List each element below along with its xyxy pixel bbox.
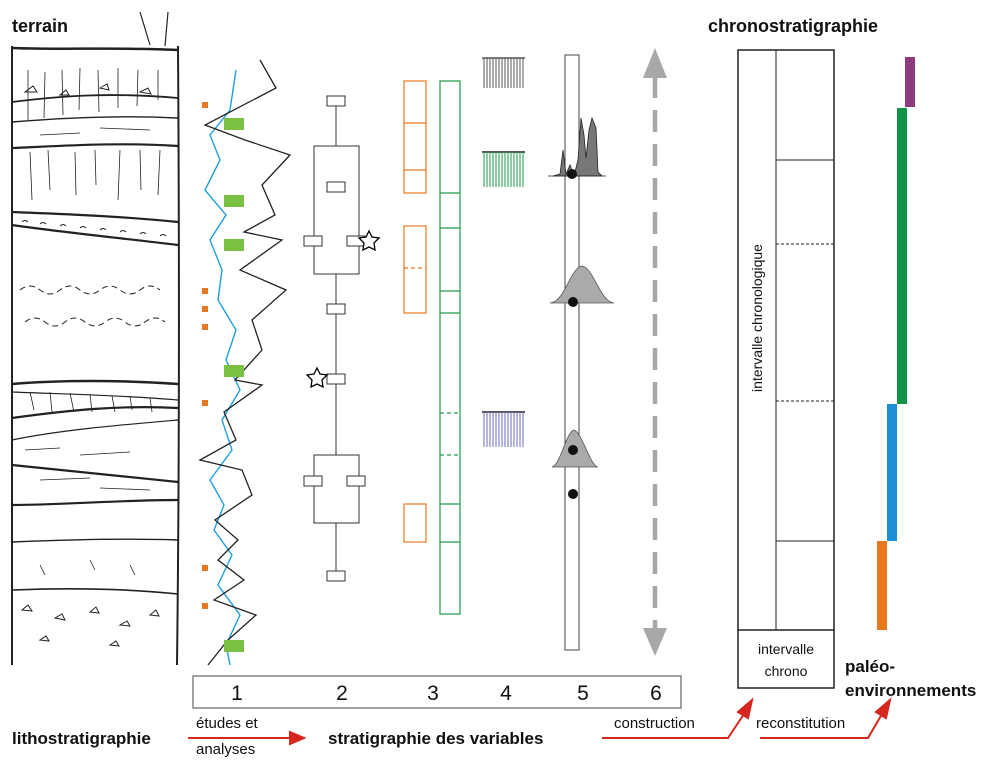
terrain-header: terrain: [12, 16, 68, 36]
red-arrows: [188, 697, 892, 746]
paleo-label-line1: paléo-: [845, 657, 895, 676]
paleo-label-line2: environnements: [845, 681, 976, 700]
column-5-distributions: [548, 54, 615, 651]
env-bar-purple: [905, 57, 915, 107]
etudes-label-line1: études et: [196, 715, 259, 732]
column-3-zones: [403, 80, 461, 615]
paleoenvironment-bars: [877, 57, 915, 630]
column-6-arrow: [643, 48, 667, 656]
column-label-5: 5: [577, 682, 589, 705]
column-4-barcodes: [482, 57, 525, 447]
intervalle-chrono-line2: chrono: [765, 663, 808, 679]
column-label-6: 6: [650, 682, 662, 705]
reconstitution-label: reconstitution: [756, 715, 845, 732]
star-marker: [305, 366, 329, 389]
env-bar-green: [897, 108, 907, 404]
multimodal-distribution: [552, 116, 603, 178]
terrain-column: [11, 11, 180, 666]
stratigraphie-variables-label: stratigraphie des variables: [328, 729, 543, 748]
column-label-2: 2: [336, 682, 348, 705]
column-label-4: 4: [500, 682, 512, 705]
chronostratigraphie-header: chronostratigraphie: [708, 16, 878, 36]
column-1-curves: [198, 59, 292, 666]
chronostratigraphy-box: [737, 49, 835, 689]
construction-label: construction: [614, 715, 695, 732]
lithostratigraphie-label: lithostratigraphie: [12, 729, 151, 748]
intervalle-chrono-line1: intervalle: [758, 641, 814, 657]
star-marker: [357, 229, 381, 252]
env-bar-blue: [887, 404, 897, 541]
column-2-ages: [303, 95, 381, 582]
intervalle-chronologique-label: intervalle chronologique: [749, 244, 765, 392]
gaussian-distribution: [549, 265, 615, 304]
env-bar-orange: [877, 541, 887, 630]
column-label-1: 1: [231, 682, 243, 705]
orange-markers: [202, 102, 208, 609]
etudes-label-line2: analyses: [196, 741, 255, 758]
black-curve: [198, 59, 292, 666]
column-label-3: 3: [427, 682, 439, 705]
column-labels-box: [192, 675, 682, 709]
green-markers: [224, 118, 244, 652]
